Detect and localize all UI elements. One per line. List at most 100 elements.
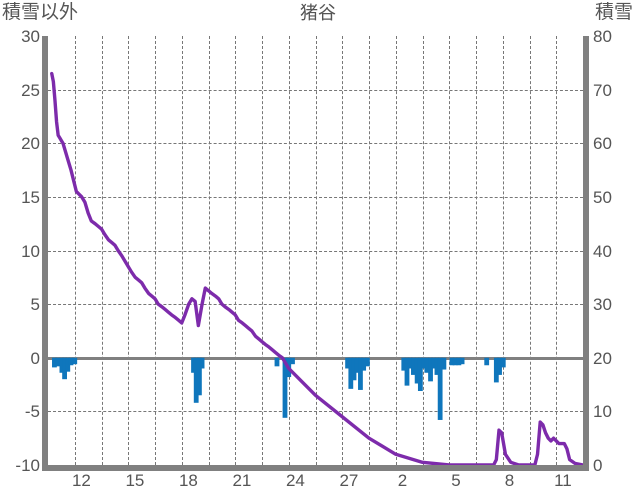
gridline-vertical xyxy=(422,36,424,465)
x-tick-label: 21 xyxy=(232,471,252,490)
precipitation-bar xyxy=(52,357,57,368)
series-layer xyxy=(50,71,583,465)
left-tick-label: 15 xyxy=(21,187,40,207)
precipitation-bar xyxy=(358,357,363,390)
precipitation-bar xyxy=(193,357,199,403)
x-tick-label: 2 xyxy=(397,471,408,490)
precipitation-bar xyxy=(361,357,367,371)
precipitation-bar xyxy=(456,357,462,366)
x-tick-label: 8 xyxy=(504,471,515,490)
gridline-vertical xyxy=(342,36,344,465)
plot-border-left xyxy=(42,36,48,471)
precipitation-bar xyxy=(428,357,433,382)
gridline-vertical xyxy=(155,36,156,465)
left-tick-label: -10 xyxy=(15,456,40,475)
precipitation-bar xyxy=(414,357,420,384)
right-tick-label: 40 xyxy=(593,241,612,261)
precipitation-bar xyxy=(290,357,295,365)
precipitation-bar xyxy=(274,357,280,367)
left-tick-label: 10 xyxy=(21,241,40,261)
plot-border-right xyxy=(583,36,589,471)
zero-baseline xyxy=(48,356,583,360)
precipitation-bar xyxy=(348,357,354,389)
precipitation-bar xyxy=(459,357,465,365)
gridline-vertical xyxy=(529,36,531,465)
x-tick-label: 27 xyxy=(339,471,359,490)
gridline-vertical xyxy=(208,36,210,465)
precipitation-bar xyxy=(497,357,502,375)
x-tick-label: 24 xyxy=(285,471,305,490)
left-tick-label: 0 xyxy=(30,348,40,368)
precipitation-bar xyxy=(191,357,196,373)
left-tick-label: 20 xyxy=(21,134,40,154)
gridline-vertical xyxy=(128,36,130,465)
precipitation-bar xyxy=(404,357,410,386)
gridline-vertical xyxy=(369,36,370,465)
precipitation-bar xyxy=(351,357,357,381)
precipitation-bar xyxy=(197,357,202,396)
precipitation-bar xyxy=(59,357,65,373)
left-tick-label: 5 xyxy=(30,295,40,315)
left-tick-label: 30 xyxy=(21,27,40,46)
precipitation-bar xyxy=(421,357,426,369)
precipitation-bar xyxy=(65,357,71,372)
precipitation-bar xyxy=(424,357,430,373)
gridline-vertical xyxy=(181,36,183,465)
gridline-vertical xyxy=(556,36,558,465)
gridline-vertical xyxy=(449,36,451,465)
precipitation-bar xyxy=(282,357,288,418)
plot-border-bottom xyxy=(42,465,589,471)
precipitation-bar xyxy=(431,357,437,369)
x-tick-label: 18 xyxy=(178,471,198,490)
precipitation-bar xyxy=(72,357,78,365)
precipitation-bar xyxy=(401,357,407,371)
right-axis-title: 積雪 xyxy=(594,2,633,23)
precipitation-bar xyxy=(199,357,205,369)
gridline-vertical xyxy=(288,36,290,465)
precipitation-bar xyxy=(500,357,506,368)
precipitation-bar xyxy=(441,357,447,370)
snow-depth-line xyxy=(50,71,583,465)
right-tick-label: 60 xyxy=(593,134,612,154)
right-tick-label: 10 xyxy=(593,402,612,422)
gridline-vertical xyxy=(476,36,477,465)
precipitation-bar xyxy=(407,357,413,369)
left-tick-label: -5 xyxy=(24,402,40,422)
precipitation-bar xyxy=(55,357,61,367)
right-tick-label: 70 xyxy=(593,80,612,100)
precipitation-bar xyxy=(493,357,499,383)
precipitation-bar xyxy=(354,357,360,373)
precipitation-bar xyxy=(68,357,74,366)
gridline-vertical xyxy=(74,36,76,465)
right-tick-label: 30 xyxy=(593,295,612,315)
precipitation-bar xyxy=(62,357,67,380)
precipitation-bar xyxy=(449,357,455,366)
x-tick-label: 15 xyxy=(125,471,145,490)
precipitation-bar xyxy=(345,357,350,369)
precipitation-bar xyxy=(417,357,423,391)
gridline-vertical xyxy=(502,36,504,465)
gridline-vertical xyxy=(315,36,317,465)
precipitation-bar xyxy=(434,357,440,375)
x-tick-label: 11 xyxy=(554,471,572,490)
right-tick-label: 80 xyxy=(593,27,612,46)
right-tick-label: 20 xyxy=(593,348,612,368)
x-tick-label: 5 xyxy=(451,471,461,490)
x-tick-label: 12 xyxy=(71,471,91,490)
right-tick-label: 50 xyxy=(593,187,612,207)
precipitation-bar xyxy=(437,357,443,420)
gridline-vertical xyxy=(262,36,263,465)
precipitation-bar xyxy=(365,357,370,367)
gridline-vertical xyxy=(235,36,237,465)
precipitation-bar xyxy=(411,357,416,375)
right-tick-label: 0 xyxy=(593,456,603,475)
precipitation-bars xyxy=(52,357,506,420)
chart-title: 猪谷 xyxy=(300,3,336,23)
left-axis-title: 積雪以外 xyxy=(2,2,79,23)
precipitation-bar xyxy=(452,357,458,366)
gridline-vertical xyxy=(101,36,103,465)
gridline-vertical xyxy=(395,36,397,465)
precipitation-bar xyxy=(484,357,490,366)
left-tick-label: 25 xyxy=(21,80,40,100)
